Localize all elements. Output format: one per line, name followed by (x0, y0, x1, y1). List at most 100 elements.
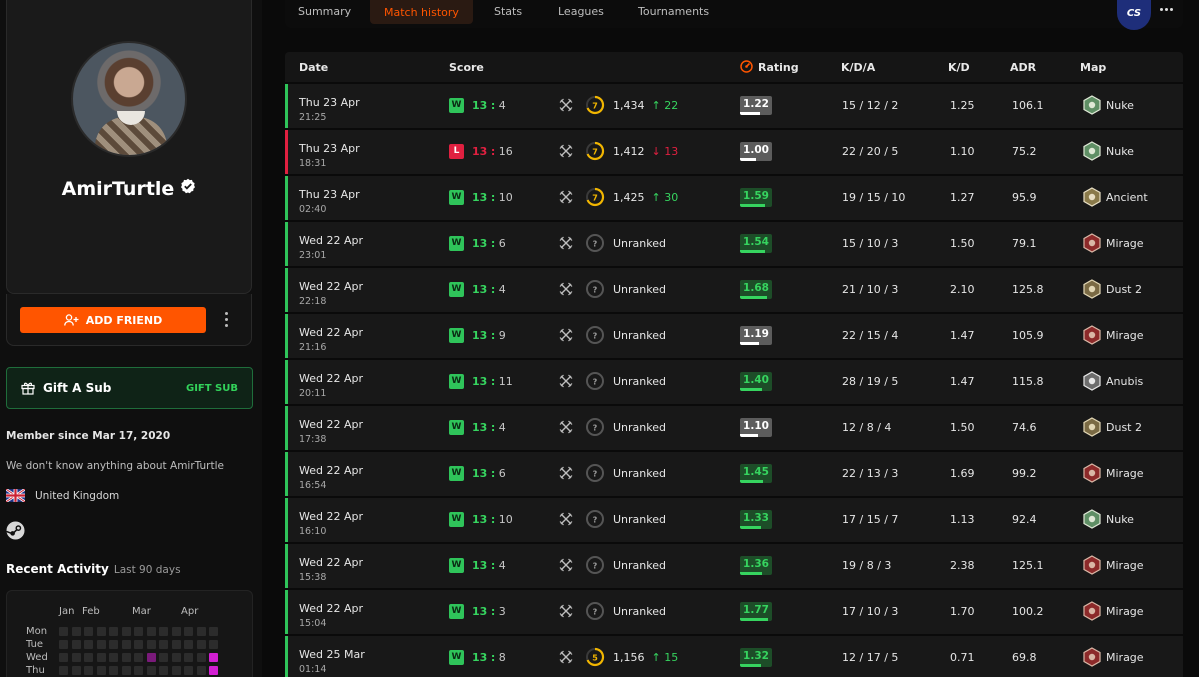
steam-icon[interactable] (6, 521, 25, 540)
kd-value: 1.50 (950, 421, 975, 434)
activity-cell[interactable] (96, 640, 106, 649)
tab-match-history[interactable]: Match history (370, 0, 473, 24)
tab-tournaments[interactable]: Tournaments (638, 5, 710, 18)
activity-cell[interactable] (196, 640, 206, 649)
activity-cell[interactable] (96, 653, 106, 662)
svg-text:7: 7 (592, 194, 598, 203)
activity-cell[interactable] (184, 666, 193, 675)
more-options-icon[interactable] (223, 312, 229, 328)
activity-cell[interactable] (184, 640, 193, 649)
activity-cell[interactable] (209, 666, 218, 675)
activity-cell[interactable] (71, 653, 81, 662)
header-map[interactable]: Map (1080, 61, 1107, 74)
activity-cell[interactable] (134, 640, 143, 649)
table-row[interactable]: Wed 22 Apr 21:16 W 13 : 9 ? Unranked 1.1… (285, 314, 1183, 358)
activity-cell[interactable] (184, 653, 193, 662)
table-row[interactable]: Wed 22 Apr 23:01 W 13 : 6 ? Unranked 1.5… (285, 222, 1183, 266)
activity-cell[interactable] (196, 653, 206, 662)
activity-cell[interactable] (209, 627, 218, 636)
header-date[interactable]: Date (299, 61, 329, 74)
activity-cell[interactable] (171, 653, 181, 662)
activity-cell[interactable] (159, 666, 168, 675)
tab-summary[interactable]: Summary (298, 5, 352, 18)
table-row[interactable]: Thu 23 Apr 18:31 L 13 : 16 7 1,412 ↓ 13 … (285, 130, 1183, 174)
activity-cell[interactable] (84, 653, 93, 662)
activity-cell[interactable] (159, 653, 168, 662)
activity-cell[interactable] (121, 640, 131, 649)
activity-cell[interactable] (84, 666, 93, 675)
rating-bar (740, 342, 760, 345)
gift-sub-button[interactable]: GIFT SUB (185, 382, 238, 394)
activity-cell[interactable] (71, 640, 81, 649)
activity-cell[interactable] (134, 627, 143, 636)
table-row[interactable]: Thu 23 Apr 21:25 W 13 : 4 7 1,434 ↑ 22 1… (285, 84, 1183, 128)
activity-cell[interactable] (209, 653, 218, 662)
activity-cell[interactable] (84, 640, 93, 649)
activity-cell[interactable] (209, 640, 218, 649)
activity-cell[interactable] (59, 640, 68, 649)
header-kd[interactable]: K/D (948, 61, 970, 74)
activity-cell[interactable] (71, 666, 81, 675)
activity-cell[interactable] (146, 640, 156, 649)
adr-value: 105.9 (1012, 329, 1044, 342)
activity-cell[interactable] (171, 640, 181, 649)
activity-cell[interactable] (146, 653, 156, 662)
activity-cell[interactable] (59, 627, 68, 636)
activity-cell[interactable] (146, 627, 156, 636)
activity-cell[interactable] (171, 666, 181, 675)
activity-cell[interactable] (134, 653, 143, 662)
activity-cell[interactable] (146, 666, 156, 675)
activity-cell[interactable] (59, 666, 68, 675)
activity-cell[interactable] (196, 666, 206, 675)
rating-value: 1.19 (743, 328, 769, 340)
table-row[interactable]: Wed 22 Apr 15:38 W 13 : 4 ? Unranked 1.3… (285, 544, 1183, 588)
activity-cell[interactable] (121, 627, 131, 636)
more-menu-icon[interactable] (1160, 8, 1173, 11)
activity-cell[interactable] (59, 653, 68, 662)
kd-value: 1.50 (950, 237, 975, 250)
activity-cell[interactable] (134, 666, 143, 675)
match-time: 22:18 (299, 296, 327, 307)
tab-stats[interactable]: Stats (494, 5, 523, 18)
cs-logo[interactable]: CS (1117, 0, 1151, 30)
activity-cell[interactable] (96, 627, 106, 636)
table-row[interactable]: Wed 22 Apr 16:10 W 13 : 10 ? Unranked 1.… (285, 498, 1183, 542)
activity-cell[interactable] (109, 640, 118, 649)
activity-cell[interactable] (109, 666, 118, 675)
kd-value: 1.47 (950, 329, 975, 342)
activity-cell[interactable] (196, 627, 206, 636)
activity-cell[interactable] (84, 627, 93, 636)
activity-cell[interactable] (96, 666, 106, 675)
header-adr[interactable]: ADR (1010, 61, 1037, 74)
tab-leagues[interactable]: Leagues (558, 5, 604, 18)
activity-cell[interactable] (121, 653, 131, 662)
header-kda[interactable]: K/D/A (841, 61, 876, 74)
add-friend-button[interactable]: ADD FRIEND (20, 307, 206, 333)
activity-cell[interactable] (109, 653, 118, 662)
table-row[interactable]: Thu 23 Apr 02:40 W 13 : 10 7 1,425 ↑ 30 … (285, 176, 1183, 220)
activity-cell[interactable] (184, 627, 193, 636)
activity-cell[interactable] (109, 627, 118, 636)
gift-sub-card[interactable]: Gift A Sub GIFT SUB (6, 367, 253, 409)
table-row[interactable]: Wed 22 Apr 16:54 W 13 : 6 ? Unranked 1.4… (285, 452, 1183, 496)
activity-cell[interactable] (159, 640, 168, 649)
result-badge: W (449, 236, 464, 251)
activity-cell[interactable] (171, 627, 181, 636)
profile-tabs: Summary Match history Stats Leagues Tour… (285, 0, 1183, 30)
activity-cell[interactable] (71, 627, 81, 636)
activity-cell[interactable] (121, 666, 131, 675)
header-rating[interactable]: Rating (758, 61, 799, 74)
table-row[interactable]: Wed 22 Apr 22:18 W 13 : 4 ? Unranked 1.6… (285, 268, 1183, 312)
table-row[interactable]: Wed 22 Apr 17:38 W 13 : 4 ? Unranked 1.1… (285, 406, 1183, 450)
opponent-score: 4 (498, 421, 506, 434)
table-row[interactable]: Wed 25 Mar 01:14 W 13 : 8 5 1,156 ↑ 15 1… (285, 636, 1183, 677)
avatar[interactable] (71, 41, 187, 157)
elo-value: Unranked (613, 421, 666, 434)
table-row[interactable]: Wed 22 Apr 15:04 W 13 : 3 ? Unranked 1.7… (285, 590, 1183, 634)
map-name: Mirage (1106, 651, 1144, 664)
scrollbar-track[interactable] (1183, 52, 1199, 677)
match-score: 13 : 4 (472, 559, 506, 572)
table-row[interactable]: Wed 22 Apr 20:11 W 13 : 11 ? Unranked 1.… (285, 360, 1183, 404)
activity-cell[interactable] (159, 627, 168, 636)
header-score[interactable]: Score (449, 61, 484, 74)
